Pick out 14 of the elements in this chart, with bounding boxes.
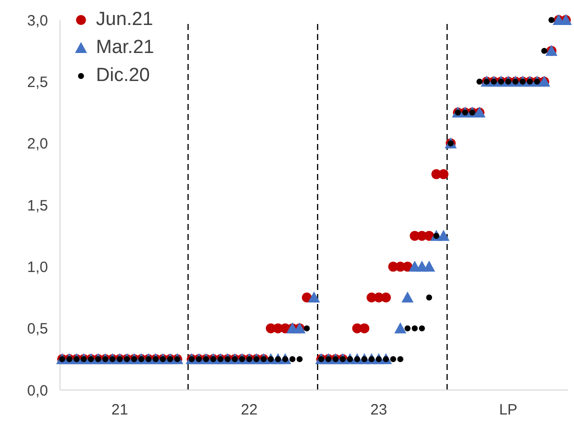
x-tick-label: 21: [111, 402, 128, 419]
y-tick-label: 0,0: [27, 382, 48, 400]
x-tick-label: LP: [499, 402, 518, 419]
x-tick-label: 23: [370, 402, 388, 419]
y-tick-label: 2,0: [27, 136, 48, 153]
y-tick-label: 2,5: [27, 74, 48, 91]
y-tick-label: 3,0: [27, 12, 48, 30]
y-tick-label: 1,0: [27, 258, 48, 276]
legend-label: Mar.21: [96, 36, 154, 60]
x-tick-label: 22: [240, 402, 258, 419]
y-tick-label: 0,5: [27, 320, 48, 338]
y-tick-label: 1,5: [27, 197, 48, 214]
legend-label: Dic.20: [96, 64, 150, 88]
legend-label: Jun.21: [96, 8, 154, 32]
